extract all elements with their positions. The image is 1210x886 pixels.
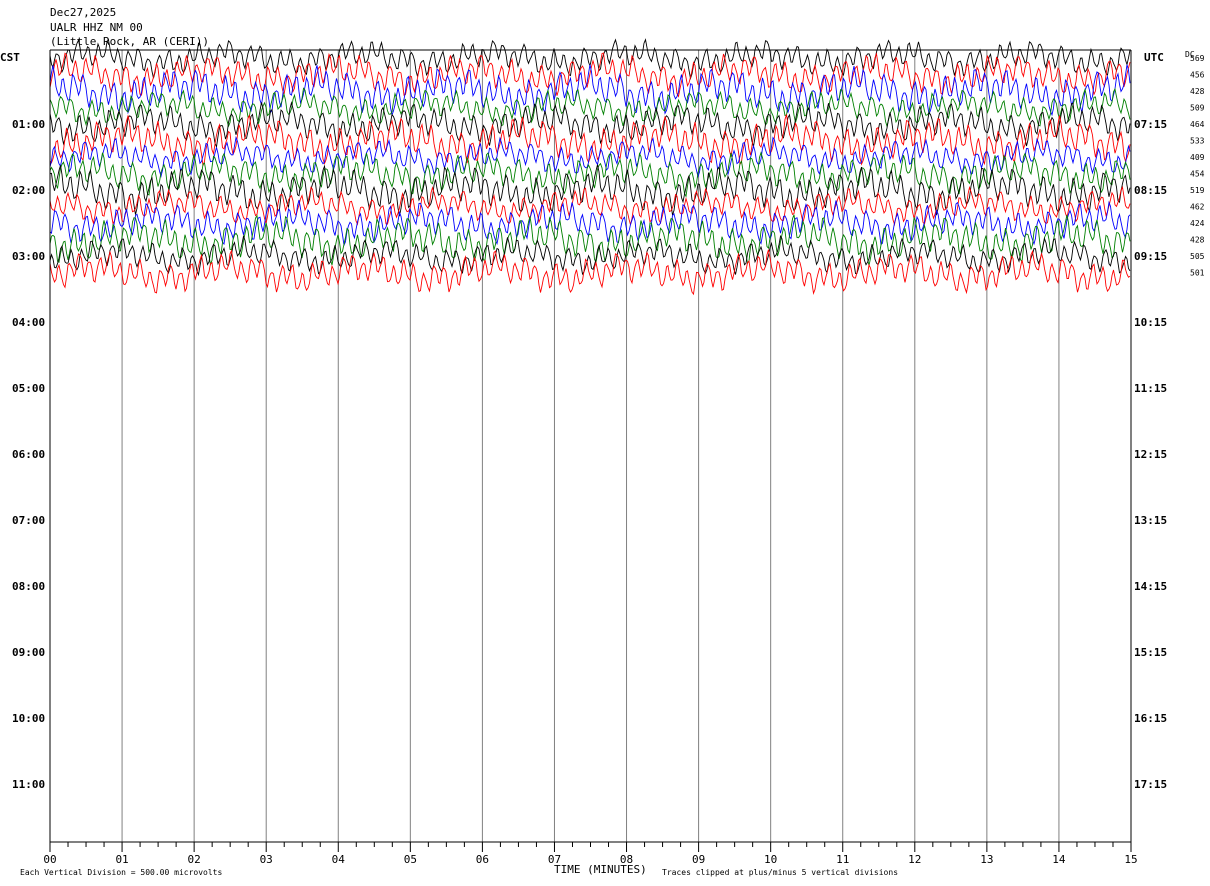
x-axis-title: TIME (MINUTES) (554, 863, 647, 876)
right-hour-label: 14:15 (1134, 580, 1167, 593)
dc-offset-label: 428 (1190, 236, 1205, 245)
left-hour-label: 05:00 (12, 382, 45, 395)
right-hour-label: 17:15 (1134, 778, 1167, 791)
dc-offset-label: 462 (1190, 203, 1205, 212)
right-hour-label: 09:15 (1134, 250, 1167, 263)
right-hour-label: 13:15 (1134, 514, 1167, 527)
trace-8 (49, 151, 1131, 198)
x-tick-label-03: 03 (260, 853, 273, 866)
dc-offset-label: 509 (1190, 104, 1205, 113)
x-tick-label-09: 09 (692, 853, 705, 866)
left-hour-label: 06:00 (12, 448, 45, 461)
x-tick-label-14: 14 (1052, 853, 1066, 866)
trace-4 (49, 87, 1131, 129)
left-hour-label: 10:00 (12, 712, 45, 725)
trace-3 (49, 64, 1131, 117)
header-location: (Little Rock, AR (CERI)) (50, 35, 209, 48)
left-hour-label: 11:00 (12, 778, 45, 791)
dc-offset-label: 519 (1190, 186, 1205, 195)
right-hour-label: 15:15 (1134, 646, 1167, 659)
x-tick-label-08: 08 (620, 853, 633, 866)
x-tick-label-10: 10 (764, 853, 777, 866)
seismic-traces (49, 38, 1131, 296)
dc-offset-label: 456 (1190, 71, 1205, 80)
trace-13 (49, 234, 1131, 277)
right-hour-label: 11:15 (1134, 382, 1167, 395)
trace-5 (49, 100, 1131, 149)
right-hour-label: 08:15 (1134, 184, 1167, 197)
trace-7 (49, 136, 1131, 179)
x-tick-label-11: 11 (836, 853, 849, 866)
x-tick-label-13: 13 (980, 853, 993, 866)
header-date: Dec27,2025 (50, 6, 116, 19)
x-tick-label-02: 02 (188, 853, 201, 866)
x-tick-label-05: 05 (404, 853, 417, 866)
trace-10 (49, 185, 1131, 227)
right-hour-label: 07:15 (1134, 118, 1167, 131)
right-hour-label: 16:15 (1134, 712, 1167, 725)
dc-offset-label: 533 (1190, 137, 1205, 146)
dc-offset-label: 409 (1190, 153, 1205, 162)
dc-offset-label: 428 (1190, 87, 1205, 96)
dc-offset-label: 569 (1190, 54, 1205, 63)
scale-note: Each Vertical Division = 500.00 microvol… (20, 868, 222, 877)
left-hour-label: 04:00 (12, 316, 45, 329)
x-tick-label-07: 07 (548, 853, 561, 866)
left-hour-label: 08:00 (12, 580, 45, 593)
dc-offset-label: 501 (1190, 269, 1205, 278)
x-tick-label-06: 06 (476, 853, 489, 866)
dc-offset-label: 454 (1190, 170, 1205, 179)
x-tick-label-01: 01 (115, 853, 128, 866)
left-timezone-label: CST (0, 51, 20, 64)
header-station: UALR HHZ NM 00 (50, 21, 143, 34)
clip-note: Traces clipped at plus/minus 5 vertical … (662, 868, 898, 877)
trace-12 (49, 214, 1131, 267)
trace-2 (49, 52, 1131, 98)
right-hour-label: 10:15 (1134, 316, 1167, 329)
dc-offset-label: 464 (1190, 120, 1205, 129)
dc-offset-label: 424 (1190, 219, 1205, 228)
right-hour-labels: 07:15 08:15 09:15 10:15 11:15 12:15 13:15 14:15… (1134, 118, 1167, 791)
left-hour-label: 07:00 (12, 514, 45, 527)
left-hour-label: 03:00 (12, 250, 45, 263)
dc-offset-label: 505 (1190, 252, 1205, 261)
x-tick-label-00: 00 (43, 853, 56, 866)
left-hour-label: 09:00 (12, 646, 45, 659)
x-tick-label-15: 15 (1124, 853, 1137, 866)
right-timezone-label: UTC (1144, 51, 1164, 64)
left-hour-label: 02:00 (12, 184, 45, 197)
left-hour-labels: 01:00 02:00 03:00 04:00 05:00 06:00 07:00 08:00… (12, 118, 45, 791)
trace-9 (49, 164, 1131, 217)
x-tick-label-12: 12 (908, 853, 921, 866)
trace-14 (49, 249, 1131, 296)
dc-offset-labels: 569 456 428 509 464 533 409 454 519 462 424 428 505 5… (1190, 54, 1205, 278)
x-tick-label-04: 04 (332, 853, 346, 866)
dc-header-label: DC (1185, 50, 1195, 59)
x-axis-ticks: 00 01 02 03 04 05 06 07 08 09 10 11 12 13 14 15 (43, 842, 1138, 866)
left-hour-label: 01:00 (12, 118, 45, 131)
trace-6 (49, 114, 1131, 166)
trace-11 (49, 199, 1131, 247)
right-hour-label: 12:15 (1134, 448, 1167, 461)
